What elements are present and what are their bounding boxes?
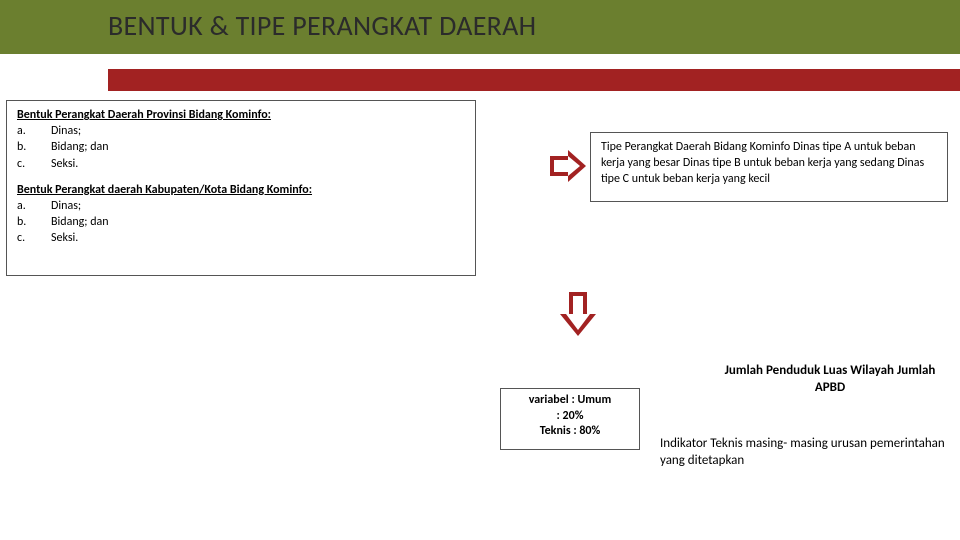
list-text: Seksi. <box>51 230 78 246</box>
list-item: c.Seksi. <box>17 230 465 246</box>
list-item: b.Bidang; dan <box>17 214 465 230</box>
list-marker: b. <box>17 139 51 155</box>
section1-heading: Bentuk Perangkat Daerah Provinsi Bidang … <box>17 107 465 123</box>
umum-text: Jumlah Penduduk Luas Wilayah Jumlah APBD <box>714 363 946 403</box>
list-item: a.Dinas; <box>17 198 465 214</box>
teknis-text: Indikator Teknis masing- masing urusan p… <box>660 436 956 482</box>
list-item: a.Dinas; <box>17 123 465 139</box>
list-text: Dinas; <box>51 123 81 139</box>
var-line3: Teknis : 80% <box>507 424 633 440</box>
list-text: Bidang; dan <box>51 139 109 155</box>
right-content-box: Tipe Perangkat Daerah Bidang Kominfo Din… <box>590 132 948 202</box>
list-marker: b. <box>17 214 51 230</box>
list-marker: c. <box>17 230 51 246</box>
list-text: Bidang; dan <box>51 214 109 230</box>
section2-heading: Bentuk Perangkat daerah Kabupaten/Kota B… <box>17 182 465 198</box>
list-marker: a. <box>17 198 51 214</box>
list-text: Seksi. <box>51 156 78 172</box>
page-title: BENTUK & TIPE PERANGKAT DAERAH <box>108 8 536 43</box>
list-marker: a. <box>17 123 51 139</box>
left-content-box: Bentuk Perangkat Daerah Provinsi Bidang … <box>6 100 476 276</box>
arrow-right-icon <box>550 148 586 184</box>
list-item: c.Seksi. <box>17 156 465 172</box>
list-marker: c. <box>17 156 51 172</box>
var-line1: variabel : Umum <box>507 393 633 409</box>
red-band <box>108 69 960 91</box>
variable-box: variabel : Umum : 20% Teknis : 80% <box>500 388 640 450</box>
var-line2: : 20% <box>507 409 633 425</box>
arrow-down-icon <box>560 292 596 336</box>
list-text: Dinas; <box>51 198 81 214</box>
list-item: b.Bidang; dan <box>17 139 465 155</box>
